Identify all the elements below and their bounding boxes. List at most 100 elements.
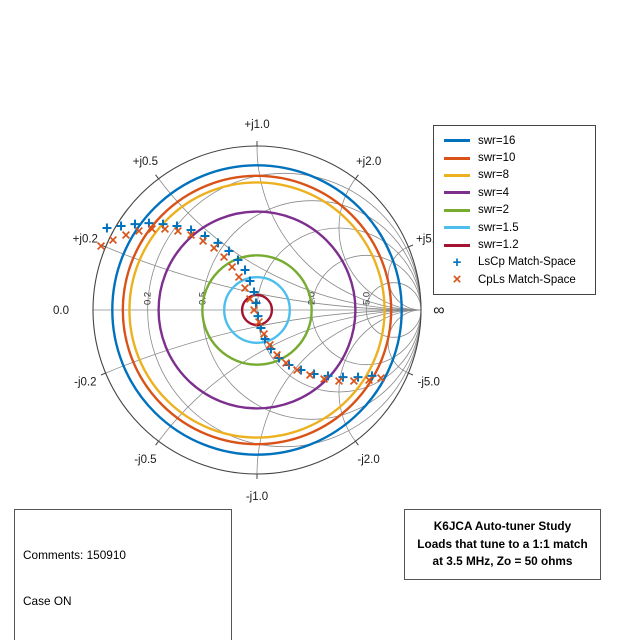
zero-label: 0.0 xyxy=(53,305,69,317)
legend-label: swr=16 xyxy=(478,134,516,147)
data-marker-plus xyxy=(102,223,112,233)
comment-line: Comments: 150910 xyxy=(23,547,126,562)
data-marker-x xyxy=(121,231,130,240)
legend-item: × CpLs Match-Space xyxy=(434,271,595,288)
grid-reactance-arc xyxy=(158,178,422,311)
data-marker-x xyxy=(187,231,196,240)
title-line: Loads that tune to a 1:1 match xyxy=(417,536,588,551)
legend-line-swatch xyxy=(440,208,474,212)
data-marker-plus xyxy=(233,255,243,265)
grid-reactance-arc xyxy=(338,309,422,442)
reactance-label: +j2.0 xyxy=(356,156,381,168)
data-marker-x xyxy=(228,263,237,272)
data-marker-x xyxy=(260,329,269,338)
legend-line xyxy=(444,173,470,177)
x-marker-icon: × xyxy=(452,271,462,289)
grid-reactance-arc xyxy=(338,178,422,311)
data-marker-plus xyxy=(130,219,140,229)
reactance-label: -j0.5 xyxy=(134,454,156,466)
data-marker-x xyxy=(334,377,344,386)
title-line: at 3.5 MHz, Zo = 50 ohms xyxy=(432,554,573,569)
data-marker-x xyxy=(199,236,208,245)
data-marker-x xyxy=(220,253,229,262)
data-marker-x xyxy=(134,226,143,235)
data-marker-x xyxy=(234,273,243,282)
legend-line xyxy=(444,156,470,160)
legend-item: swr=1.2 xyxy=(434,236,595,253)
data-marker-x xyxy=(210,244,219,253)
legend-label: swr=1.2 xyxy=(478,239,519,252)
reactance-label: +j0.2 xyxy=(73,233,98,245)
legend-line xyxy=(444,226,470,230)
swr-circle xyxy=(128,181,386,439)
legend-line-swatch xyxy=(440,226,474,230)
legend-line xyxy=(444,139,470,143)
swr-circle xyxy=(157,210,357,410)
data-marker-plus xyxy=(367,371,377,381)
data-marker-plus xyxy=(186,225,196,235)
legend-item: + LsCp Match-Space xyxy=(434,254,595,271)
legend: swr=16 swr=10 swr=8 swr=4 swr=2 swr=1.5 swr=1.… xyxy=(433,125,596,295)
data-marker-plus xyxy=(249,287,259,297)
infinity-label: ∞ xyxy=(433,302,444,319)
data-marker-x xyxy=(148,224,157,233)
legend-item: swr=2 xyxy=(434,202,595,219)
data-marker-plus xyxy=(338,372,348,382)
legend-item: swr=16 xyxy=(434,132,595,149)
legend-label: swr=10 xyxy=(478,152,516,165)
data-marker-x xyxy=(254,317,263,326)
legend-item: swr=8 xyxy=(434,167,595,184)
legend-label: swr=8 xyxy=(478,169,509,182)
data-marker-x xyxy=(376,374,385,383)
data-marker-x xyxy=(241,284,250,293)
data-marker-x xyxy=(160,224,169,233)
data-marker-x xyxy=(305,370,314,379)
legend-item: swr=4 xyxy=(434,184,595,201)
reactance-label: +j1.0 xyxy=(244,119,269,131)
legend-line-swatch xyxy=(440,173,474,177)
label-tick xyxy=(354,174,359,180)
swr-circle xyxy=(121,174,393,446)
legend-line xyxy=(444,191,470,195)
legend-label: swr=4 xyxy=(478,186,509,199)
data-marker-plus xyxy=(116,221,126,231)
data-marker-plus xyxy=(353,372,363,382)
label-tick xyxy=(155,440,160,446)
legend-label: LsCp Match-Space xyxy=(478,256,576,269)
data-marker-plus xyxy=(245,276,255,286)
legend-label: swr=1.5 xyxy=(478,221,519,234)
resistance-label: 0.2 xyxy=(143,292,154,305)
legend-line-swatch xyxy=(440,156,474,160)
data-marker-x xyxy=(282,358,291,367)
legend-line-swatch xyxy=(440,243,474,247)
swr-circle xyxy=(111,164,403,456)
reactance-label: -j1.0 xyxy=(246,491,268,503)
data-marker-x xyxy=(273,350,282,359)
data-marker-x xyxy=(349,377,358,386)
legend-line-swatch xyxy=(440,139,474,143)
data-marker-x xyxy=(245,295,254,304)
grid-reactance-arc xyxy=(158,309,422,442)
data-marker-x xyxy=(97,242,106,251)
legend-label: CpLs Match-Space xyxy=(478,273,576,286)
comment-line: Case ON xyxy=(23,593,72,608)
label-tick xyxy=(100,372,106,376)
data-marker-plus xyxy=(251,298,261,308)
data-marker-plus xyxy=(224,246,234,256)
reactance-label: +j0.5 xyxy=(133,156,158,168)
data-marker-x xyxy=(365,376,374,385)
label-tick xyxy=(408,372,414,376)
data-marker-plus xyxy=(240,265,250,275)
data-marker-x xyxy=(173,226,182,235)
swr-circle xyxy=(222,276,291,345)
legend-label: swr=2 xyxy=(478,204,509,217)
data-marker-x xyxy=(293,366,302,375)
resistance-label: 2.0 xyxy=(307,292,318,305)
reactance-label: -j2.0 xyxy=(357,454,379,466)
legend-line-swatch xyxy=(440,191,474,195)
data-marker-plus xyxy=(323,371,333,381)
resistance-label: 5.0 xyxy=(361,292,372,305)
reactance-label: -j0.2 xyxy=(74,377,96,389)
